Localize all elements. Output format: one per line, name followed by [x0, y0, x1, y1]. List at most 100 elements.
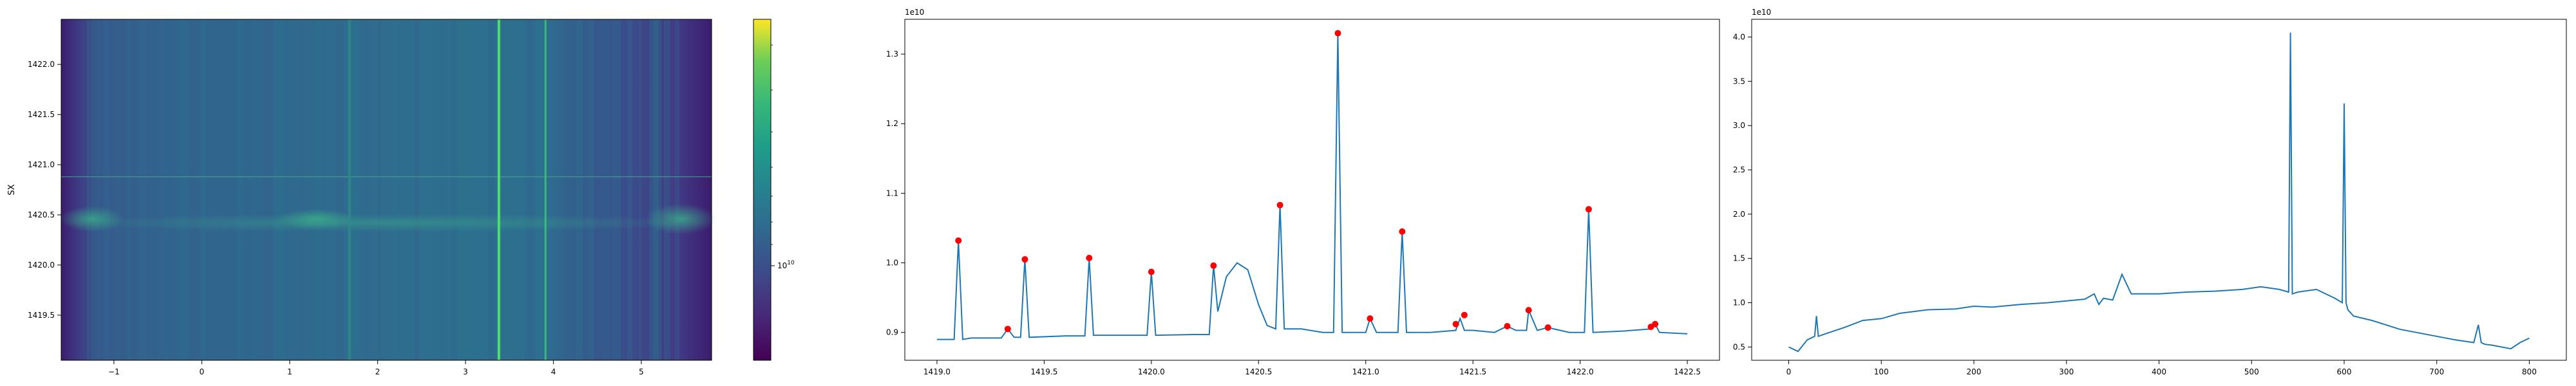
heatmap-stripe: [403, 19, 410, 360]
heatmap-stripe: [425, 19, 428, 360]
heatmap-blob: [277, 208, 355, 230]
heatmap-stripe: [352, 19, 361, 360]
peaks-y-tick-label: 1.0: [886, 259, 898, 268]
peaks-x-tick-label: 1420.0: [1138, 367, 1165, 376]
heatmap-stripe: [388, 19, 399, 360]
heatmap-stripe: [528, 19, 536, 360]
heatmap-x-ticks: −1 0 1 2 3 4 5: [108, 360, 644, 376]
peaks-x-tick-label: 1422.5: [1674, 367, 1701, 376]
heatmap-stripe: [278, 19, 285, 360]
heatmap-y-tick-label: 1421.5: [28, 110, 55, 119]
peaks-panel: 1e10 1419.0 1419.5 1420.0 1420.5 1421.0 1421.…: [886, 8, 1720, 376]
heatmap-stripe: [179, 19, 188, 360]
heatmap-y-tick-label: 1420.5: [28, 210, 55, 219]
colorbar-tick-base: 10: [777, 261, 787, 270]
peak-marker: [1210, 262, 1217, 269]
peak-marker: [1525, 307, 1532, 314]
trace-x-tick-label: 300: [2059, 367, 2074, 376]
heatmap-stripe: [591, 19, 594, 360]
heatmap-y-tick-label: 1422.0: [28, 60, 55, 69]
peak-marker: [1334, 30, 1341, 37]
heatmap-stripe: [341, 19, 343, 360]
peak-marker: [1367, 315, 1374, 322]
heatmap-blob: [59, 206, 124, 232]
trace-x-tick-label: 700: [2429, 367, 2444, 376]
trace-x-tick-label: 400: [2152, 367, 2166, 376]
heatmap-highlight-column: [544, 19, 547, 360]
peak-marker: [1585, 206, 1592, 213]
peaks-y-tick-label: 1.1: [886, 188, 898, 198]
peak-marker: [1652, 320, 1659, 327]
peak-marker: [1004, 326, 1011, 333]
heatmap-y-tick-label: 1420.0: [28, 261, 55, 270]
heatmap-stripe: [414, 19, 419, 360]
heatmap-stripe: [399, 19, 408, 360]
heatmap-stripe: [337, 19, 341, 360]
peak-marker: [1148, 268, 1155, 275]
trace-x-tick-label: 500: [2244, 367, 2259, 376]
heatmap-stripe: [612, 19, 621, 360]
peak-marker: [1276, 201, 1283, 208]
heatmap-stripe: [87, 19, 90, 360]
heatmap-y-ticks: 1419.5 1420.0 1420.5 1421.0 1421.5 1422.0: [28, 60, 61, 320]
heatmap-stripe: [587, 19, 592, 360]
trace-x-tick-label: 200: [1967, 367, 1982, 376]
heatmap-stripe: [363, 19, 370, 360]
heatmap-stripe: [664, 19, 670, 360]
heatmap-x-tick-label: 0: [200, 367, 205, 376]
peak-marker: [1021, 256, 1028, 263]
trace-y-ticks: 0.5 1.0 1.5 2.0 2.5 3.0 3.5 4.0: [1733, 33, 1752, 351]
peaks-x-tick-label: 1421.5: [1459, 367, 1486, 376]
heatmap-stripe: [477, 19, 486, 360]
heatmap-stripe: [102, 19, 109, 360]
heatmap-stripe: [216, 19, 226, 360]
peaks-x-tick-label: 1422.0: [1567, 367, 1594, 376]
heatmap-x-tick-label: 3: [463, 367, 468, 376]
peak-marker: [955, 237, 962, 244]
heatmap-stripe: [274, 19, 282, 360]
colorbar-tick: 1010: [771, 260, 795, 270]
trace-y-tick-label: 4.0: [1733, 33, 1745, 42]
heatmap-stripe: [539, 19, 545, 360]
colorbar-tick-exponent: 10: [787, 260, 795, 266]
peaks-offset-text: 1e10: [905, 8, 924, 17]
heatmap-stripe: [149, 19, 156, 360]
heatmap-x-tick-label: 2: [375, 367, 381, 376]
heatmap-x-tick-label: −1: [108, 367, 120, 376]
heatmap-y-label: SX: [7, 184, 17, 195]
peaks-y-tick-label: 0.9: [886, 328, 898, 337]
heatmap-stripe: [326, 19, 332, 360]
heatmap-stripe: [513, 19, 516, 360]
heatmap-stripe: [466, 19, 469, 360]
trace-x-ticks: 0 100 200 300 400 500 600 700 800: [1786, 360, 2537, 376]
colorbar: [753, 19, 772, 361]
trace-y-tick-label: 0.5: [1733, 342, 1745, 351]
peaks-x-tick-label: 1419.5: [1030, 367, 1057, 376]
heatmap-x-tick-label: 4: [551, 367, 556, 376]
heatmap-stripe: [502, 19, 507, 360]
heatmap-stripe: [565, 19, 574, 360]
heatmap-stripe: [638, 19, 641, 360]
peak-marker: [1086, 255, 1093, 261]
heatmap-stripe: [227, 19, 235, 360]
heatmap-stripe: [153, 19, 159, 360]
heatmap-stripe: [238, 19, 244, 360]
peaks-y-tick-label: 1.3: [886, 50, 898, 59]
heatmap-stripe: [462, 19, 466, 360]
heatmap-stripe: [550, 19, 554, 360]
trace-y-tick-label: 3.5: [1733, 77, 1745, 86]
peaks-x-tick-label: 1421.0: [1352, 367, 1379, 376]
heatmap-bright-blobs: [59, 203, 717, 235]
peak-marker: [1399, 228, 1406, 235]
heatmap-y-tick-label: 1419.5: [28, 311, 55, 320]
peaks-axes-frame: [904, 19, 1720, 361]
peaks-x-tick-label: 1419.0: [923, 367, 951, 376]
colorbar-minor-ticks: [771, 44, 773, 245]
heatmap-stripe: [128, 19, 130, 360]
heatmap-stripe: [649, 19, 659, 360]
heatmap-stripe: [377, 19, 381, 360]
heatmap-stripe: [289, 19, 294, 360]
peaks-y-ticks: 0.9 1.0 1.1 1.2 1.3: [886, 50, 905, 337]
heatmap-stripe: [315, 19, 323, 360]
heatmap-stripe: [675, 19, 679, 360]
